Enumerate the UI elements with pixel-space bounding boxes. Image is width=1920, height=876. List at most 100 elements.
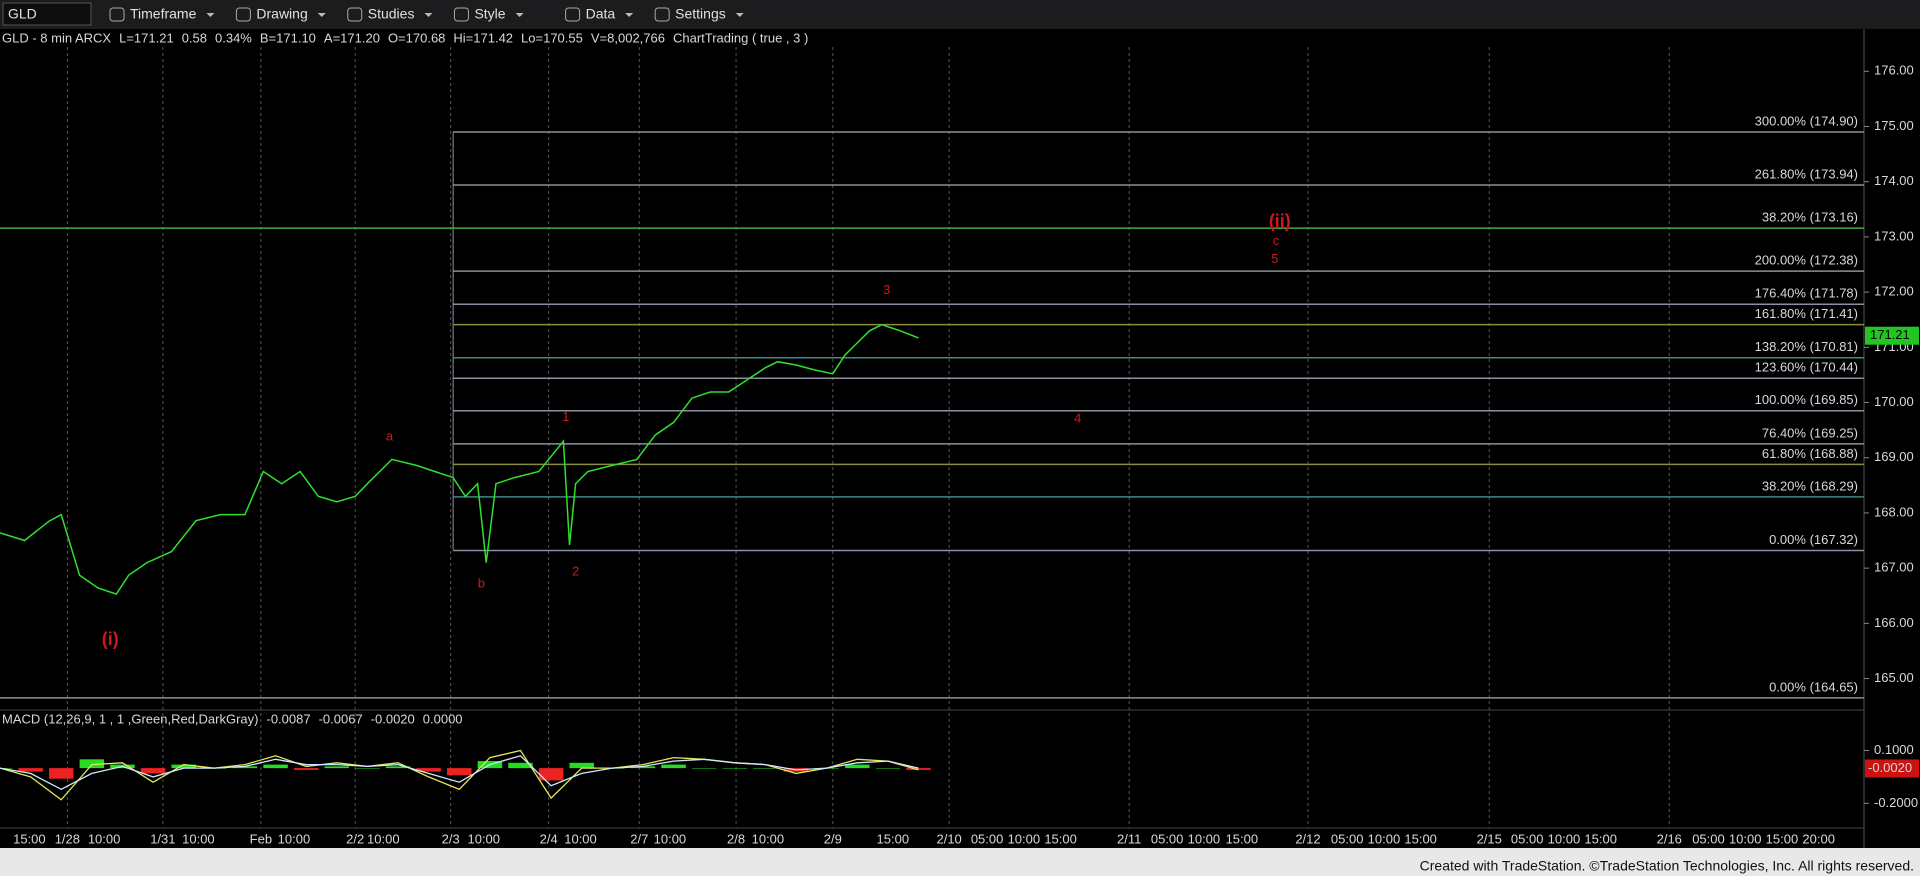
toolbar-item[interactable]: Style (474, 6, 505, 22)
macd-histogram (232, 766, 258, 769)
x-tick-label: 05:00 (1692, 831, 1725, 846)
wave-label: 4 (1074, 411, 1081, 426)
wave-label: a (386, 429, 394, 444)
header-field: V=8,002,766 (591, 30, 665, 45)
x-tick-label: 05:00 (1331, 831, 1364, 846)
x-tick-label: 15:00 (1044, 831, 1077, 846)
macd-histogram (569, 762, 594, 769)
toolbar-icon[interactable] (347, 7, 363, 22)
macd-tag (1865, 759, 1919, 778)
x-tick-label: 2/7 (630, 831, 648, 846)
toolbar-item[interactable]: Studies (368, 6, 415, 22)
macd-histogram (355, 768, 380, 769)
y-tick-label: 175.00 (1874, 118, 1914, 133)
x-tick-label: 2/15 (1477, 831, 1502, 846)
toolbar-icon[interactable] (109, 7, 125, 22)
macd-histogram (416, 768, 441, 772)
macd-histogram (385, 766, 411, 769)
macd-reading: -0.0020 (371, 711, 415, 726)
macd-histogram (845, 764, 870, 769)
last-price-tag (1865, 326, 1919, 345)
dropdown-arrow[interactable] (515, 13, 524, 17)
macd-histogram (0, 768, 13, 769)
y-tick-label: 176.00 (1874, 63, 1914, 78)
wave-label: 5 (1271, 251, 1278, 266)
wave-label: b (478, 576, 485, 591)
y-tick-label: 173.00 (1874, 228, 1914, 243)
y-tick-label: 170.00 (1874, 394, 1914, 409)
x-tick-label: 2/2 (346, 831, 364, 846)
x-tick-label: 10:00 (1729, 831, 1762, 846)
wave-label: (i) (102, 629, 119, 649)
toolbar-item[interactable]: Timeframe (130, 6, 197, 22)
header-field: ChartTrading ( true , 3 ) (673, 30, 808, 45)
x-tick-label: 20:00 (1802, 831, 1835, 846)
x-tick-label: 15:00 (877, 831, 910, 846)
x-tick-label: 10:00 (1188, 831, 1221, 846)
toolbar-item[interactable]: Drawing (256, 6, 307, 22)
x-tick-label: 2/10 (936, 831, 961, 846)
fib-label: 123.60% (170.44) (1755, 360, 1858, 375)
symbol[interactable]: GLD (8, 6, 37, 22)
x-tick-label: 2/9 (824, 831, 842, 846)
toolbar-icon[interactable] (453, 7, 469, 22)
dropdown-arrow[interactable] (317, 13, 326, 17)
price-line (0, 323, 919, 595)
toolbar-item[interactable]: Data (586, 6, 616, 22)
dropdown-arrow[interactable] (424, 13, 433, 17)
header-field: 0.58 (182, 30, 207, 45)
dropdown-arrow[interactable] (206, 13, 215, 17)
fib-label: 100.00% (169.85) (1755, 392, 1858, 407)
macd-histogram (875, 768, 901, 769)
toolbar-icon[interactable] (654, 7, 670, 22)
macd-histogram (691, 768, 717, 769)
wave-label: 1 (562, 409, 569, 424)
y-tick-label: 169.00 (1874, 449, 1914, 464)
y-tick-label: 167.00 (1874, 560, 1914, 575)
x-tick-label: 15:00 (13, 831, 46, 846)
x-tick-label: 15:00 (1766, 831, 1799, 846)
x-tick-label: 2/12 (1295, 831, 1320, 846)
fib-label: 261.80% (173.94) (1755, 166, 1858, 181)
toolbar-icon[interactable] (565, 7, 581, 22)
fib-label: 0.00% (167.32) (1769, 532, 1858, 547)
header-field: Lo=170.55 (521, 30, 583, 45)
macd-reading: -0.0067 (319, 711, 363, 726)
x-tick-label: 2/16 (1657, 831, 1682, 846)
y-tick-label: 168.00 (1874, 504, 1914, 519)
macd-histogram (753, 768, 778, 769)
header-field: 0.34% (215, 30, 252, 45)
macd-histogram (79, 759, 105, 769)
macd-histogram (18, 768, 43, 772)
dropdown-arrow[interactable] (735, 13, 744, 17)
symbol-box[interactable] (2, 2, 92, 26)
macd-histogram (293, 768, 319, 770)
x-tick-label: 10:00 (467, 831, 500, 846)
x-tick-label: 10:00 (1548, 831, 1581, 846)
x-tick-label: 15:00 (1226, 831, 1259, 846)
x-tick-label: 05:00 (1151, 831, 1184, 846)
macd-histogram (447, 768, 472, 776)
toolbar-icon[interactable] (235, 7, 251, 22)
macd-histogram (906, 768, 931, 770)
fib-label: 176.40% (171.78) (1755, 286, 1858, 301)
x-tick-label: 10:00 (88, 831, 121, 846)
fib-label: 38.20% (168.29) (1762, 478, 1858, 493)
macd-reading: -0.0087 (266, 711, 310, 726)
header-field: A=171.20 (324, 30, 380, 45)
x-tick-label: 10:00 (182, 831, 215, 846)
fib-label: 61.80% (168.88) (1762, 446, 1858, 461)
x-tick-label: 10:00 (564, 831, 597, 846)
toolbar-item[interactable]: Settings (675, 6, 726, 22)
x-tick-label: 2/3 (442, 831, 460, 846)
x-tick-label: 05:00 (1511, 831, 1544, 846)
fib-label: 161.80% (171.41) (1755, 306, 1858, 321)
last-price-label: 171.21 (1870, 327, 1910, 342)
dropdown-arrow[interactable] (625, 13, 634, 17)
macd-y-tick-label: -0.2000 (1874, 795, 1918, 810)
header-field: Hi=171.42 (453, 30, 513, 45)
x-tick-label: 2/4 (540, 831, 558, 846)
wave-label: (ii) (1269, 211, 1291, 231)
y-tick-label: 172.00 (1874, 284, 1914, 299)
